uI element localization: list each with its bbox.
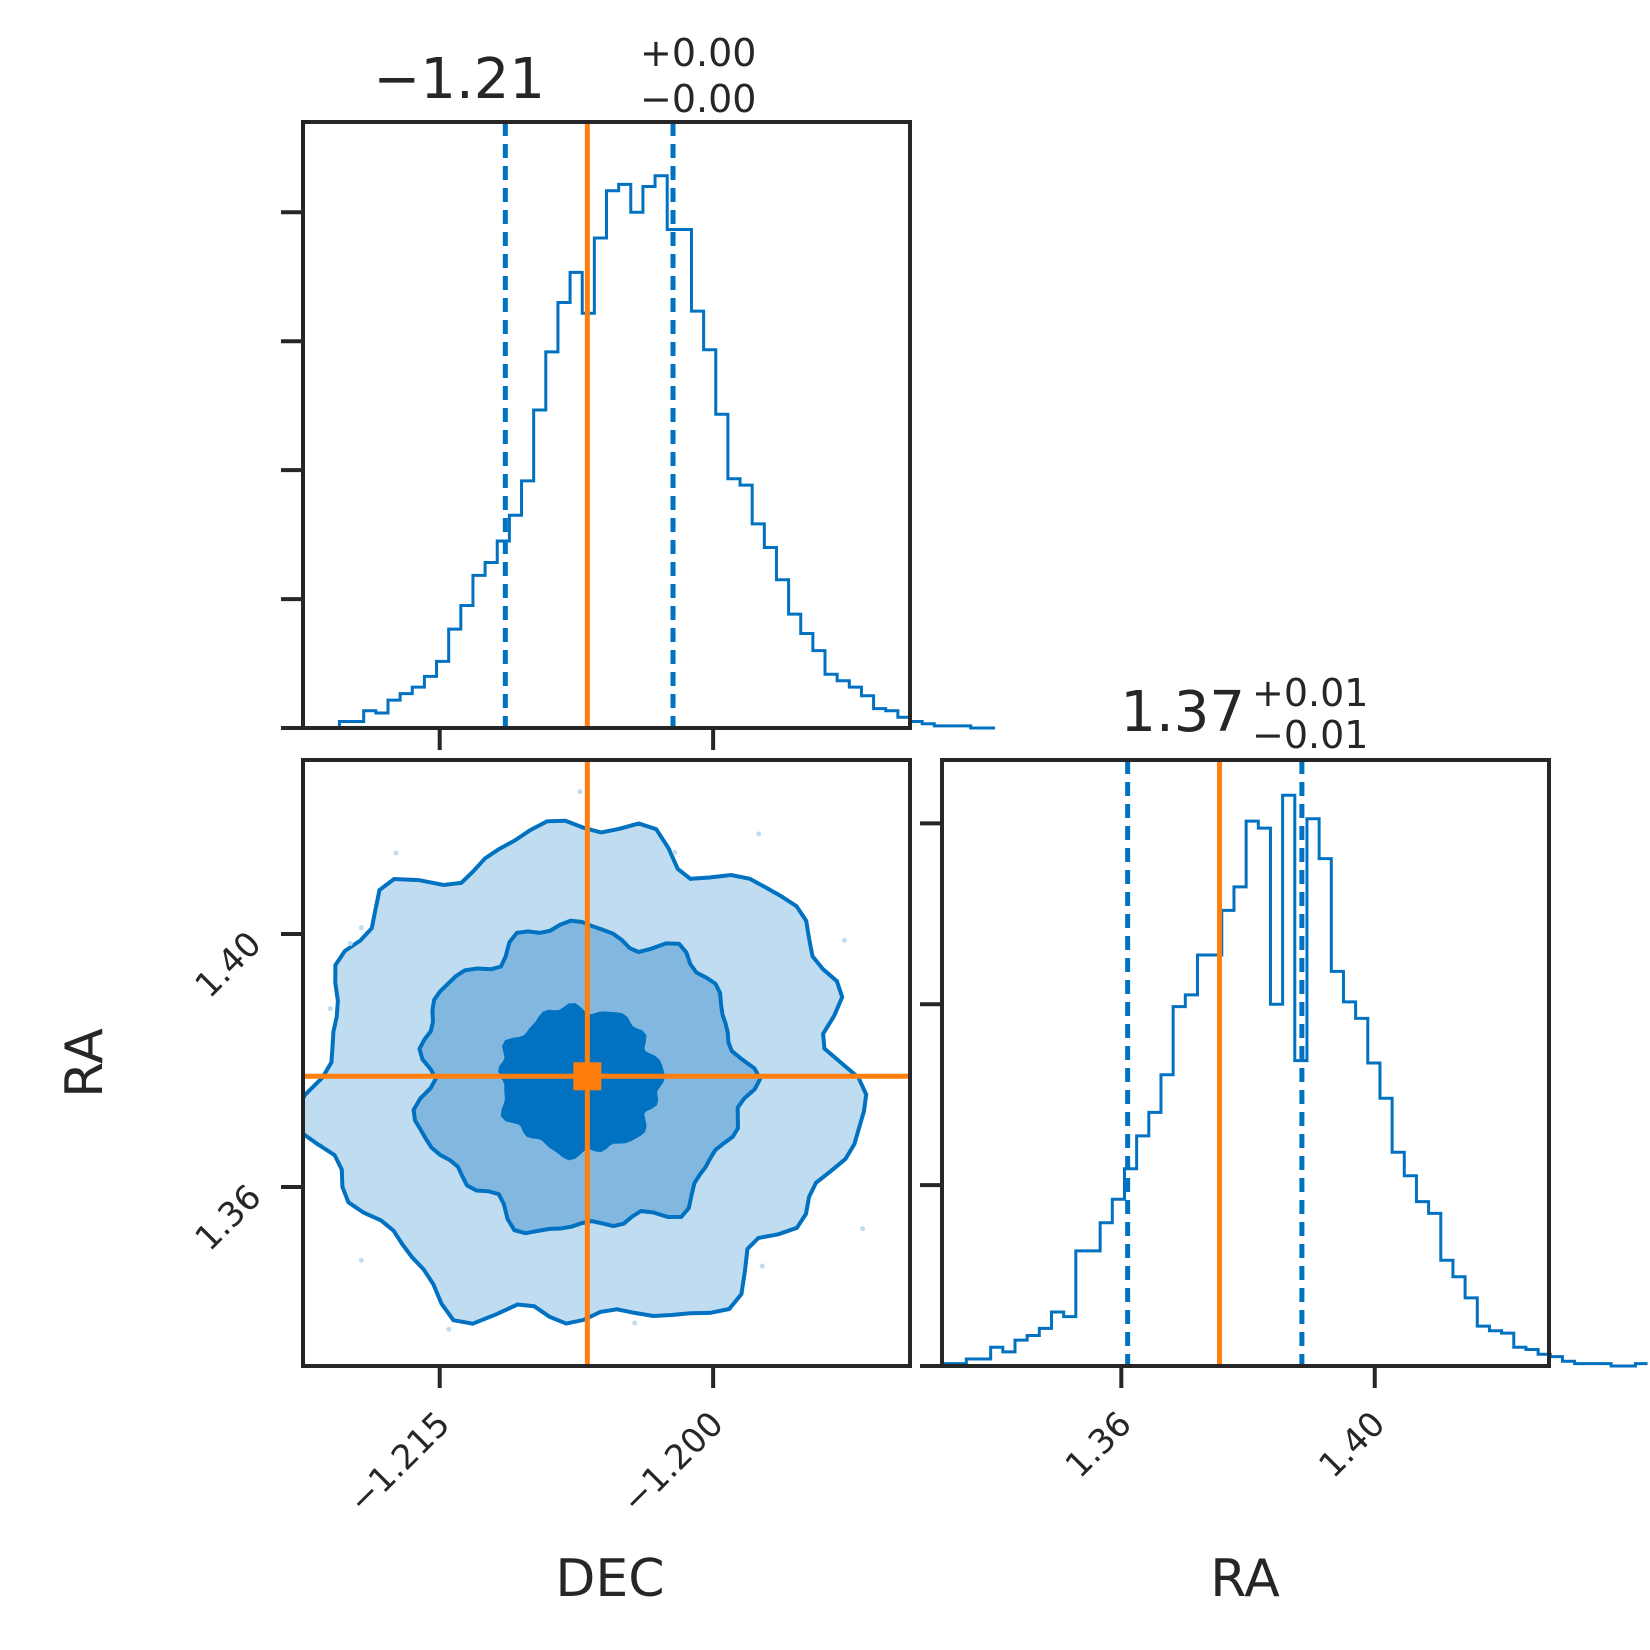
dec-title-value: −1.21 [373, 47, 545, 112]
ra-histogram-steps [942, 793, 1648, 1368]
ra-x-tick-label: 1.40 [1311, 1404, 1393, 1486]
ra-axis-label-left: RA [55, 1028, 115, 1098]
scatter-point [358, 1257, 364, 1263]
dec-histogram-frame [301, 120, 912, 730]
scatter-point [860, 1226, 866, 1232]
dec-histogram-title: −1.21 [373, 47, 545, 112]
dec-title-plus: +0.00 [640, 31, 756, 75]
scatter-point [377, 1192, 383, 1198]
dec-title-minus: −0.00 [640, 77, 756, 121]
ra-histogram-y-ticks [920, 821, 942, 1368]
ra-histogram-frame [940, 758, 1551, 1368]
scatter-point [393, 850, 399, 856]
contour-scatter-points [284, 789, 866, 1332]
scatter-point [284, 1126, 289, 1131]
scatter-point [577, 789, 583, 795]
scatter-point [759, 1263, 765, 1269]
dec-histogram-y-ticks [281, 210, 303, 730]
ra-y-tick-label: 1.36 [188, 1177, 270, 1259]
scatter-point [358, 925, 364, 931]
joint-y-ticks: 1.36 1.40 [188, 924, 303, 1259]
ra-axis-label-bottom: RA [1210, 1549, 1280, 1609]
ra-histogram-x-ticks: 1.36 1.40 [1058, 1366, 1393, 1486]
scatter-point [841, 937, 847, 943]
scatter-point [756, 831, 762, 837]
scatter-point [327, 1006, 333, 1012]
ra-histogram-panel: 1.36 1.40 1.37 +0.01 −0.01 RA [920, 671, 1648, 1609]
dec-histogram-x-ticks [437, 728, 716, 750]
dec-histogram-steps [303, 174, 995, 730]
scatter-point [820, 1105, 826, 1111]
joint-contour-panel: −1.215 −1.200 1.36 1.40 DEC RA [55, 758, 912, 1609]
ra-title-plus: +0.01 [1252, 671, 1368, 715]
scatter-point [632, 1320, 638, 1326]
ra-y-tick-label: 1.40 [188, 924, 270, 1006]
scatter-point [347, 940, 353, 946]
dec-histogram-panel: −1.21 +0.00 −0.00 [281, 31, 995, 750]
ra-title-minus: −0.01 [1252, 713, 1368, 757]
ra-histogram-title: 1.37 [1120, 680, 1245, 745]
scatter-point [789, 918, 795, 924]
scatter-point [446, 1326, 452, 1332]
ra-title-value: 1.37 [1120, 680, 1245, 745]
joint-truth-marker [573, 1062, 602, 1091]
dec-x-tick-label: −1.200 [614, 1404, 731, 1521]
dec-x-tick-label: −1.215 [341, 1404, 458, 1521]
scatter-point [672, 849, 678, 855]
dec-axis-label: DEC [555, 1549, 664, 1609]
joint-frame [301, 758, 912, 1368]
joint-x-ticks: −1.215 −1.200 [341, 1366, 731, 1521]
ra-x-tick-label: 1.36 [1058, 1404, 1140, 1486]
scatter-point [829, 1006, 835, 1012]
scatter-point [462, 911, 468, 917]
